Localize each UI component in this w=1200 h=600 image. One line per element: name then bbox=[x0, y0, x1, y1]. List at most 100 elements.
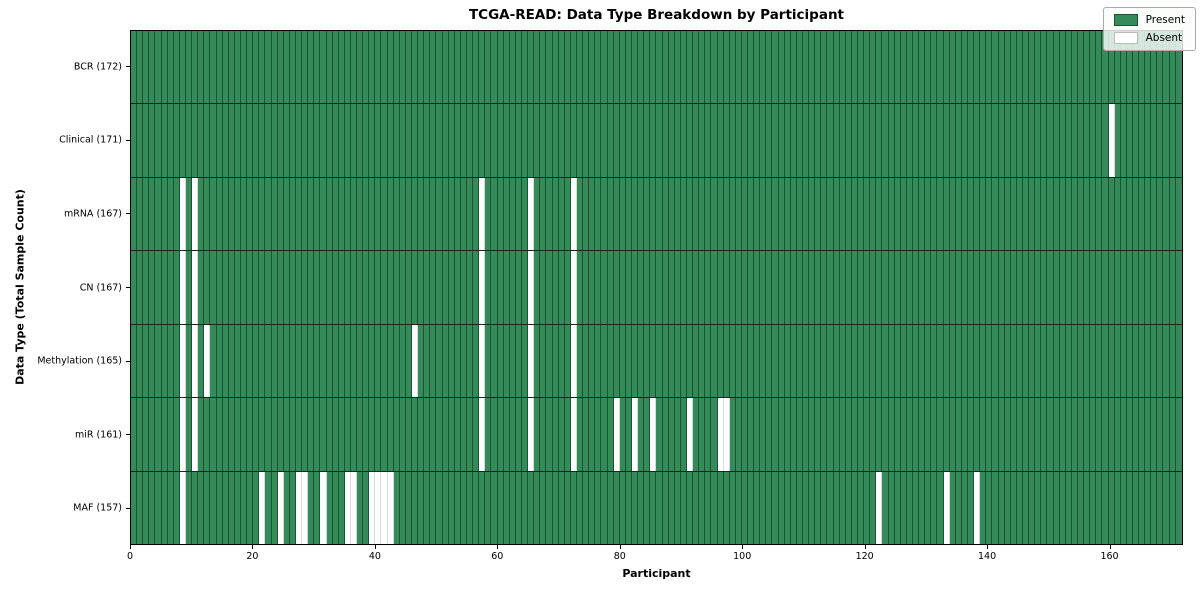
data-type-row-mrna bbox=[131, 176, 1182, 251]
matrix-cell bbox=[717, 398, 724, 471]
matrix-cell bbox=[467, 324, 474, 398]
matrix-cell bbox=[509, 251, 516, 324]
matrix-cell bbox=[302, 31, 309, 104]
matrix-cell bbox=[796, 31, 804, 104]
matrix-cell bbox=[302, 251, 309, 324]
matrix-cell bbox=[387, 251, 394, 324]
matrix-cell bbox=[1157, 31, 1164, 104]
matrix-cell bbox=[448, 471, 455, 544]
matrix-cell bbox=[748, 177, 755, 251]
matrix-cell bbox=[772, 398, 779, 471]
matrix-cell bbox=[699, 471, 706, 544]
matrix-cell bbox=[851, 177, 859, 251]
matrix-cell bbox=[1029, 31, 1036, 104]
matrix-cell bbox=[198, 471, 205, 544]
matrix-cell bbox=[656, 471, 663, 544]
matrix-cell bbox=[564, 398, 571, 471]
matrix-cell bbox=[803, 177, 810, 251]
matrix-cell bbox=[253, 251, 260, 324]
matrix-cell bbox=[894, 177, 901, 251]
matrix-cell bbox=[913, 324, 920, 398]
matrix-cell bbox=[674, 31, 681, 104]
y-tick-label: Methylation (165) bbox=[37, 355, 122, 367]
matrix-cell bbox=[546, 324, 553, 398]
matrix-cell bbox=[607, 471, 614, 544]
matrix-cell bbox=[723, 398, 730, 471]
matrix-cell bbox=[674, 104, 681, 177]
matrix-cell bbox=[295, 471, 303, 544]
matrix-cell bbox=[595, 251, 602, 324]
matrix-cell bbox=[485, 177, 492, 251]
matrix-cell bbox=[1059, 177, 1066, 251]
matrix-cell bbox=[1132, 31, 1140, 104]
matrix-cell bbox=[949, 324, 956, 398]
x-tick-mark bbox=[252, 545, 254, 549]
matrix-cell bbox=[943, 251, 950, 324]
matrix-cell bbox=[247, 31, 254, 104]
matrix-cell bbox=[906, 177, 913, 251]
matrix-cell bbox=[442, 104, 449, 177]
matrix-cell bbox=[320, 251, 327, 324]
matrix-cell bbox=[460, 104, 468, 177]
matrix-cell bbox=[479, 324, 486, 398]
matrix-cell bbox=[460, 31, 468, 104]
matrix-cell bbox=[650, 31, 657, 104]
matrix-cell bbox=[454, 177, 461, 251]
matrix-cell bbox=[253, 177, 260, 251]
matrix-cell bbox=[222, 471, 229, 544]
matrix-cell bbox=[638, 177, 645, 251]
matrix-cell bbox=[925, 251, 932, 324]
x-tick-mark bbox=[987, 545, 989, 549]
matrix-cell bbox=[338, 104, 345, 177]
matrix-cell bbox=[1157, 251, 1164, 324]
matrix-cell bbox=[803, 324, 810, 398]
x-tick-mark bbox=[130, 545, 131, 549]
matrix-cell bbox=[686, 324, 694, 398]
matrix-cell bbox=[619, 324, 626, 398]
matrix-cell bbox=[821, 251, 828, 324]
matrix-cell bbox=[809, 251, 816, 324]
x-tick-mark bbox=[497, 545, 499, 549]
matrix-cell bbox=[992, 398, 999, 471]
matrix-cell bbox=[619, 31, 626, 104]
matrix-cell bbox=[900, 104, 907, 177]
matrix-cell bbox=[1126, 324, 1133, 398]
matrix-cell bbox=[790, 251, 797, 324]
matrix-cell bbox=[570, 31, 577, 104]
matrix-cell bbox=[1035, 471, 1042, 544]
matrix-cell bbox=[693, 324, 700, 398]
matrix-cell bbox=[986, 31, 993, 104]
matrix-cell bbox=[1132, 471, 1140, 544]
matrix-cell bbox=[680, 31, 687, 104]
matrix-cell bbox=[638, 398, 645, 471]
matrix-cell bbox=[1084, 324, 1091, 398]
matrix-cell bbox=[1041, 31, 1048, 104]
matrix-cell bbox=[381, 251, 388, 324]
matrix-cell bbox=[980, 398, 987, 471]
matrix-cell bbox=[381, 324, 388, 398]
matrix-cell bbox=[955, 471, 962, 544]
matrix-cell bbox=[1126, 251, 1133, 324]
matrix-cell bbox=[405, 324, 413, 398]
matrix-cell bbox=[491, 104, 498, 177]
matrix-cell bbox=[522, 31, 529, 104]
matrix-cell bbox=[515, 324, 522, 398]
matrix-cell bbox=[735, 398, 742, 471]
matrix-cell bbox=[363, 31, 370, 104]
matrix-cell bbox=[161, 177, 168, 251]
matrix-cell bbox=[760, 104, 767, 177]
matrix-cell bbox=[216, 324, 223, 398]
matrix-cell bbox=[674, 324, 681, 398]
matrix-cell bbox=[741, 31, 749, 104]
matrix-cell bbox=[473, 31, 480, 104]
matrix-cell bbox=[1090, 324, 1097, 398]
matrix-cell bbox=[784, 324, 791, 398]
matrix-cell bbox=[937, 251, 944, 324]
matrix-cell bbox=[870, 251, 877, 324]
matrix-cell bbox=[173, 398, 180, 471]
matrix-cell bbox=[1102, 104, 1109, 177]
matrix-cell bbox=[1163, 471, 1170, 544]
matrix-cell bbox=[967, 31, 975, 104]
matrix-cell bbox=[913, 398, 920, 471]
matrix-cell bbox=[919, 104, 926, 177]
